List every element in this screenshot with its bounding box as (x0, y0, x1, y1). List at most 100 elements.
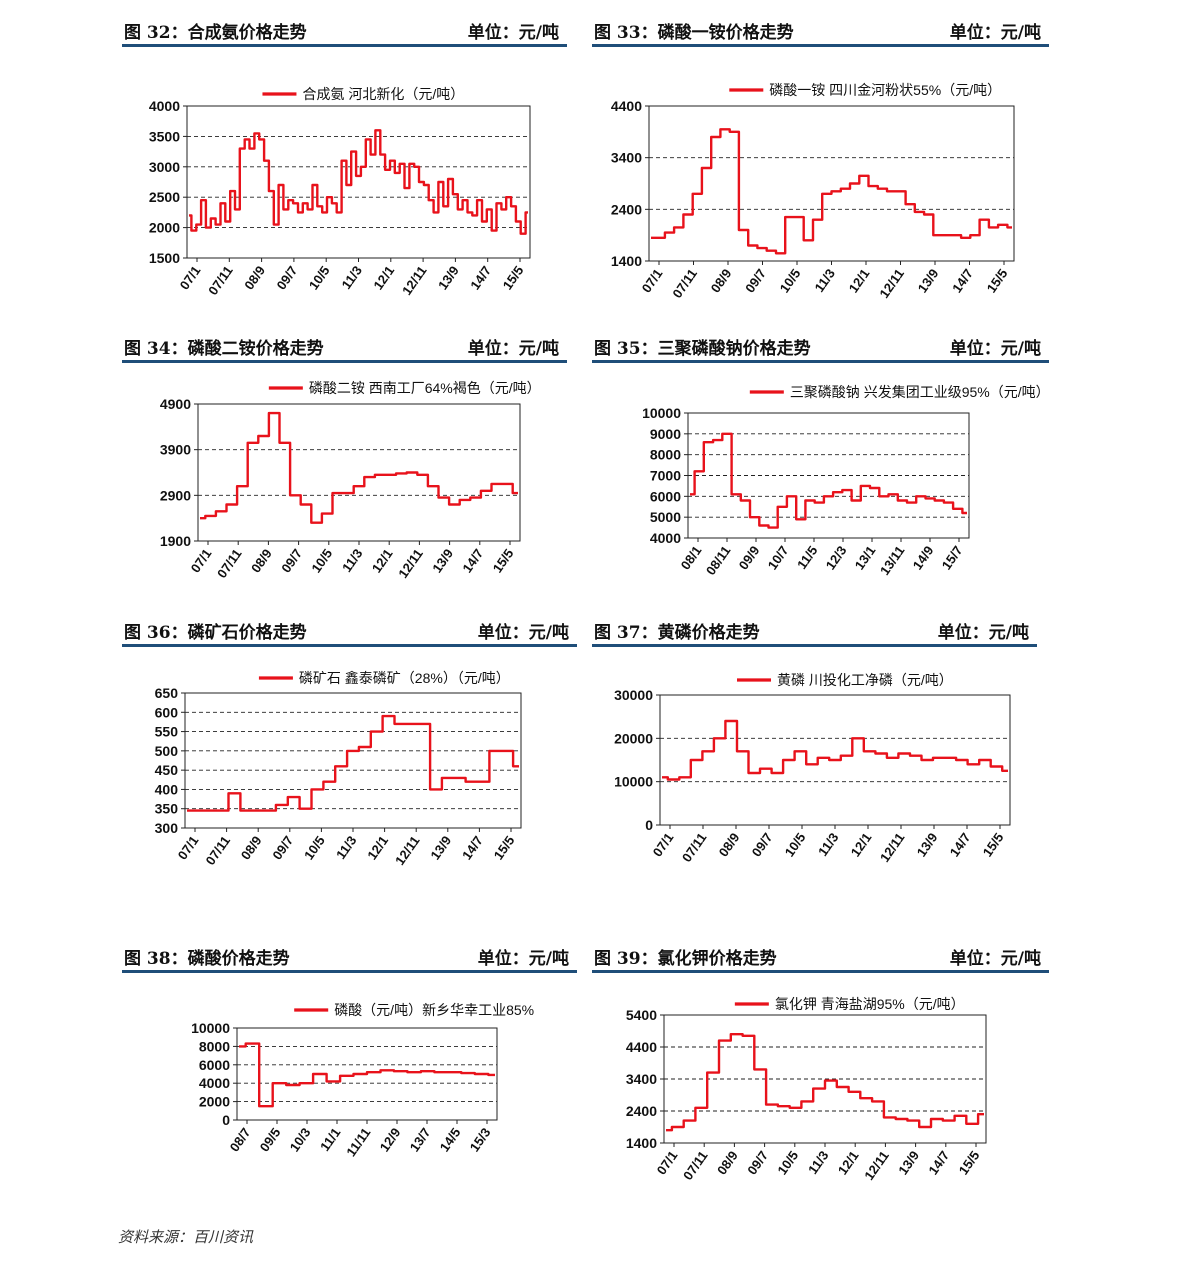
fig33-title: 图 33：磷酸一铵价格走势 (594, 23, 794, 43)
y-tick-label: 10000 (614, 774, 653, 790)
legend-label: 磷酸二铵 西南工厂64%褐色（元/吨） (309, 380, 541, 396)
legend-label: 磷酸（元/吨）新乡华幸工业85% (334, 1002, 534, 1018)
fig33-unit: 单位：元/吨 (949, 23, 1041, 43)
x-tick-label: 11/3 (339, 546, 365, 575)
legend-label: 磷矿石 鑫泰磷矿（28%）（元/吨） (299, 670, 510, 686)
x-tick-label: 07/11 (203, 833, 234, 868)
fig37-header: 图 37：黄磷价格走势 单位：元/吨 (592, 614, 1037, 647)
y-tick-label: 2400 (626, 1103, 657, 1119)
y-tick-label: 6000 (650, 488, 681, 504)
x-tick-label: 14/7 (925, 1148, 952, 1177)
x-tick-label: 07/11 (680, 1148, 711, 1183)
legend-label: 三聚磷酸钠 兴发集团工业级95%（元/吨） (790, 384, 1050, 400)
x-tick-label: 13/9 (427, 833, 454, 862)
fig37-unit: 单位：元/吨 (937, 623, 1029, 643)
x-tick-label: 15/5 (956, 1148, 983, 1177)
x-tick-label: 09/5 (257, 1125, 284, 1154)
x-tick-label: 14/9 (910, 543, 937, 572)
x-tick-label: 14/7 (947, 830, 974, 859)
x-tick-label: 07/11 (214, 546, 245, 581)
x-tick-label: 14/7 (459, 833, 486, 862)
x-tick-label: 08/9 (248, 546, 275, 575)
fig36-header: 图 36：磷矿石价格走势 单位：元/吨 (122, 614, 577, 647)
x-tick-label: 12/1 (846, 266, 873, 295)
y-tick-label: 2000 (199, 1094, 230, 1110)
fig36-title: 图 36：磷矿石价格走势 (124, 623, 307, 643)
x-tick-label: 13/9 (429, 546, 456, 575)
y-tick-label: 1400 (626, 1135, 657, 1151)
y-tick-label: 2400 (611, 201, 642, 217)
fig36-unit: 单位：元/吨 (477, 623, 569, 643)
x-tick-label: 15/5 (490, 546, 517, 575)
fig35-header: 图 35：三聚磷酸钠价格走势 单位：元/吨 (592, 330, 1049, 363)
panel-fig33: 图 33：磷酸一铵价格走势 单位：元/吨 磷酸一铵 四川金河粉状55%（元/吨）… (592, 14, 1049, 304)
x-tick-label: 12/11 (399, 263, 430, 298)
x-tick-label: 08/9 (238, 833, 265, 862)
x-tick-label: 07/1 (175, 833, 202, 862)
x-tick-label: 11/1 (317, 1125, 343, 1154)
y-tick-label: 2000 (149, 220, 180, 236)
y-tick-label: 350 (155, 801, 179, 817)
y-tick-label: 20000 (614, 730, 653, 746)
x-tick-label: 08/9 (714, 1148, 741, 1177)
y-tick-label: 6000 (199, 1057, 230, 1073)
y-tick-label: 2500 (149, 189, 180, 205)
y-tick-label: 3400 (626, 1071, 657, 1087)
plot-frame (184, 692, 522, 829)
x-tick-label: 09/7 (278, 546, 305, 575)
fig34-unit: 单位：元/吨 (467, 339, 559, 359)
x-tick-label: 11/3 (805, 1148, 831, 1177)
x-tick-label: 10/7 (765, 543, 792, 572)
x-tick-label: 11/5 (794, 543, 820, 572)
fig32-header: 图 32：合成氨价格走势 单位：元/吨 (122, 14, 567, 47)
legend-label: 磷酸一铵 四川金河粉状55%（元/吨） (769, 82, 1001, 98)
x-tick-label: 08/9 (716, 830, 743, 859)
y-tick-label: 300 (155, 820, 179, 836)
x-tick-label: 12/1 (369, 546, 396, 575)
x-tick-label: 07/1 (188, 546, 215, 575)
x-tick-label: 12/1 (364, 833, 391, 862)
fig32-chart: 合成氨 河北新化（元/吨）40003500300025002000150007/… (149, 86, 531, 298)
x-tick-label: 10/5 (777, 266, 804, 295)
series-line (200, 411, 518, 524)
y-tick-label: 3500 (149, 128, 180, 144)
x-tick-label: 09/7 (274, 263, 301, 292)
x-tick-label: 07/1 (650, 830, 677, 859)
source-note: 资料来源：百川资讯 (118, 1228, 254, 1246)
x-tick-label: 15/5 (491, 833, 518, 862)
y-tick-label: 4400 (611, 98, 642, 114)
plot-frame (186, 105, 531, 259)
series-line (666, 1033, 984, 1132)
x-tick-label: 14/7 (949, 266, 976, 295)
y-tick-label: 450 (155, 762, 179, 778)
y-tick-label: 9000 (650, 426, 681, 442)
legend-label: 合成氨 河北新化（元/吨） (302, 86, 464, 102)
fig37-title: 图 37：黄磷价格走势 (594, 623, 760, 643)
x-tick-label: 11/3 (815, 830, 841, 859)
x-tick-label: 14/7 (459, 546, 486, 575)
x-tick-label: 11/3 (333, 833, 359, 862)
x-tick-label: 12/9 (377, 1125, 404, 1154)
legend-label: 氯化钾 青海盐湖95%（元/吨） (775, 996, 965, 1012)
y-tick-label: 10000 (642, 405, 681, 421)
x-tick-label: 08/9 (241, 263, 268, 292)
y-tick-label: 550 (155, 724, 179, 740)
series-line (662, 719, 1008, 781)
panel-fig36: 图 36：磷矿石价格走势 单位：元/吨 磷矿石 鑫泰磷矿（28%）（元/吨） 65… (122, 614, 577, 904)
x-tick-label: 10/5 (774, 1148, 801, 1177)
x-tick-label: 15/5 (980, 830, 1007, 859)
x-tick-label: 13/9 (914, 830, 941, 859)
fig36-chart: 磷矿石 鑫泰磷矿（28%）（元/吨） 650 600 550 500 450 400 350 3… (155, 670, 522, 868)
y-tick-label: 1400 (611, 253, 642, 269)
y-tick-label: 7000 (650, 468, 681, 484)
y-tick-label: 0 (645, 817, 653, 833)
x-tick-label: 12/1 (835, 1148, 862, 1177)
fig34-title: 图 34：磷酸二铵价格走势 (124, 339, 324, 359)
fig35-unit: 单位：元/吨 (949, 339, 1041, 359)
plot-frame (197, 403, 521, 542)
y-tick-label: 1500 (149, 250, 180, 266)
x-tick-label: 15/5 (984, 266, 1011, 295)
x-tick-label: 07/11 (205, 263, 236, 298)
x-tick-label: 11/3 (339, 263, 365, 292)
